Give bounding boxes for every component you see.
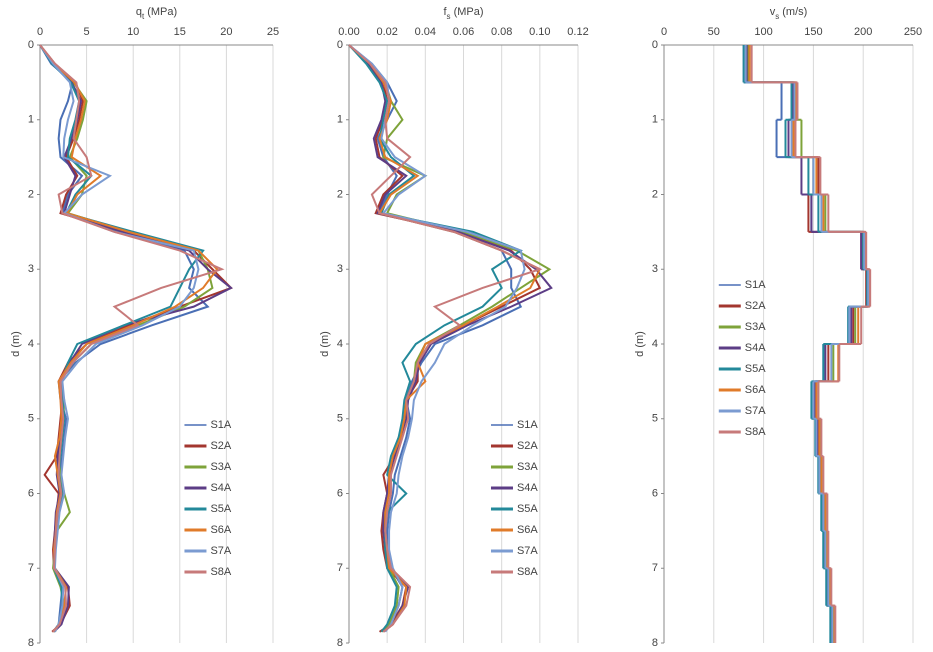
- y-tick-label: 2: [28, 188, 34, 200]
- x-tick-label: 5: [84, 26, 90, 38]
- series-line: [348, 44, 542, 633]
- series-line: [39, 44, 219, 633]
- legend-label: S1A: [745, 279, 766, 291]
- y-tick-label: 8: [337, 637, 343, 649]
- legend-label: S6A: [745, 384, 766, 396]
- legend-label: S8A: [745, 426, 766, 438]
- legend-label: S7A: [210, 545, 231, 557]
- legend-label: S5A: [745, 363, 766, 375]
- x-tick-label: 15: [174, 26, 186, 38]
- legend-label: S7A: [745, 405, 766, 417]
- legend-label: S2A: [745, 300, 766, 312]
- chart-title: vs (m/s): [770, 6, 808, 21]
- x-tick-label: 250: [904, 26, 922, 38]
- x-tick-label: 0.08: [491, 26, 512, 38]
- legend-label: S4A: [210, 482, 231, 494]
- title-part: (m/s): [779, 6, 807, 18]
- x-tick-label: 0.10: [529, 26, 550, 38]
- y-tick-label: 3: [28, 263, 34, 275]
- y-tick-label: 4: [337, 338, 343, 350]
- x-tick-label: 0.04: [415, 26, 436, 38]
- y-axis-label: d (m): [634, 331, 646, 357]
- x-tick-label: 10: [127, 26, 139, 38]
- legend-label: S5A: [210, 503, 231, 515]
- y-tick-label: 0: [337, 39, 343, 51]
- title-part: s: [447, 12, 451, 21]
- legend-label: S6A: [210, 524, 231, 536]
- series-line: [39, 44, 200, 633]
- legend-label: S3A: [210, 461, 231, 473]
- y-tick-label: 0: [28, 39, 34, 51]
- y-axis-label: d (m): [10, 331, 22, 357]
- title-part: s: [775, 12, 779, 21]
- legend-label: S3A: [517, 461, 538, 473]
- x-tick-label: 25: [267, 26, 279, 38]
- title-part: t: [142, 12, 145, 21]
- y-tick-label: 8: [28, 637, 34, 649]
- legend-label: S4A: [745, 342, 766, 354]
- y-axis-label: d (m): [319, 331, 331, 357]
- y-tick-label: 7: [652, 562, 658, 574]
- y-tick-label: 4: [28, 338, 34, 350]
- title-part: (MPa): [451, 6, 484, 18]
- x-tick-label: 20: [220, 26, 232, 38]
- y-tick-label: 6: [652, 487, 658, 499]
- series-line: [39, 44, 233, 633]
- chart-title: qt (MPa): [136, 6, 177, 21]
- series-line: [39, 44, 233, 633]
- legend-label: S1A: [517, 419, 538, 431]
- x-tick-label: 0.12: [567, 26, 588, 38]
- x-tick-label: 50: [708, 26, 720, 38]
- y-tick-label: 1: [652, 114, 658, 126]
- series-line: [39, 44, 225, 633]
- title-part: q: [136, 6, 142, 18]
- y-tick-label: 5: [337, 413, 343, 425]
- y-tick-label: 3: [652, 263, 658, 275]
- chart-panel: vs (m/s) d (m) 0 50 100 150 200 250 0 1 2 3 4 5 6 7 8 S1A…: [634, 6, 922, 649]
- y-tick-label: 6: [28, 487, 34, 499]
- legend-label: S3A: [745, 321, 766, 333]
- y-tick-label: 8: [652, 637, 658, 649]
- title-part: f: [443, 6, 447, 18]
- y-tick-label: 7: [337, 562, 343, 574]
- y-tick-label: 4: [652, 338, 658, 350]
- y-tick-label: 3: [337, 263, 343, 275]
- y-tick-label: 1: [337, 114, 343, 126]
- chart-panel: qt (MPa) d (m) 0 5 10 15 20 25 0 1 2 3 4 5 6 7 8 S1A S2A S3…: [10, 6, 279, 649]
- x-tick-label: 0: [661, 26, 667, 38]
- legend-label: S1A: [210, 419, 231, 431]
- y-tick-label: 1: [28, 114, 34, 126]
- y-tick-label: 2: [337, 188, 343, 200]
- legend-label: S7A: [517, 545, 538, 557]
- x-tick-label: 200: [854, 26, 872, 38]
- legend-label: S5A: [517, 503, 538, 515]
- x-tick-label: 0.06: [453, 26, 474, 38]
- y-tick-label: 5: [652, 413, 658, 425]
- x-tick-label: 100: [754, 26, 772, 38]
- y-tick-label: 2: [652, 188, 658, 200]
- series-line: [348, 44, 523, 633]
- legend-label: S8A: [210, 566, 231, 578]
- x-tick-label: 0.00: [338, 26, 359, 38]
- x-tick-label: 150: [804, 26, 822, 38]
- legend-label: S6A: [517, 524, 538, 536]
- legend-label: S4A: [517, 482, 538, 494]
- legend-label: S8A: [517, 566, 538, 578]
- y-tick-label: 0: [652, 39, 658, 51]
- y-tick-label: 7: [28, 562, 34, 574]
- title-part: (MPa): [144, 6, 177, 18]
- chart-panel: fs (MPa) d (m) 0.00 0.02 0.04 0.06 0.08 0.10 0.1…: [319, 6, 589, 649]
- title-part: v: [770, 6, 776, 18]
- x-tick-label: 0.02: [376, 26, 397, 38]
- y-tick-label: 6: [337, 487, 343, 499]
- series-line: [348, 44, 543, 633]
- series-line: [348, 44, 526, 633]
- legend-label: S2A: [210, 440, 231, 452]
- legend-label: S2A: [517, 440, 538, 452]
- x-tick-label: 0: [37, 26, 43, 38]
- y-tick-label: 5: [28, 413, 34, 425]
- chart-title: fs (MPa): [443, 6, 483, 21]
